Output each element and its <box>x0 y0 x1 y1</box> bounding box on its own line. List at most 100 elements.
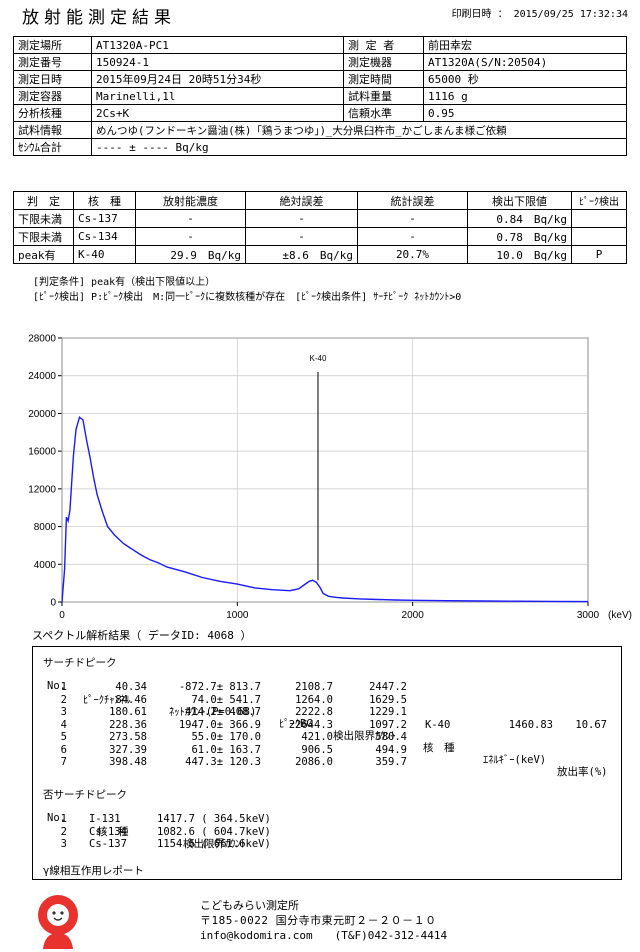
peak-channel: 40.34 <box>115 681 147 693</box>
header-cell: 核 種 <box>73 191 136 210</box>
table-row: 2 84.46 74.0± 541.7 1264.0 1629.5 <box>33 694 621 708</box>
info-label: 分析核種 <box>13 104 92 122</box>
search-header-row: No. ﾋﾟｰｸﾁｬﾝﾈﾙ ﾈｯﾄｶｳﾝﾄ(P=0.68) ﾋﾟｰｸBG 検出限… <box>33 668 621 778</box>
header-cell: No. <box>47 680 66 692</box>
detection-limit-count: 580.4 <box>375 731 407 743</box>
abs-error-cell: - <box>245 209 358 228</box>
concentration-cell: - <box>135 209 246 228</box>
peak-cell: P <box>571 245 627 264</box>
info-label: 測定番号 <box>13 53 92 71</box>
detection-limit-count: 494.9 <box>375 743 407 756</box>
peak-no: 2 <box>60 825 67 838</box>
header-cell: 検出限界ｶｳﾝﾄ <box>333 730 396 742</box>
net-count: 1947.0± 366.9 <box>178 718 261 731</box>
page-title: 放射能測定結果 <box>22 8 176 28</box>
peak-no: 5 <box>60 731 67 743</box>
annotation-label: K-40 <box>310 354 327 363</box>
nuclide-cell: K-40 <box>73 245 136 264</box>
peak-channel: 398.48 <box>109 756 147 768</box>
emission-rate: 10.67 <box>575 718 607 731</box>
table-row: 1 40.34 -872.7± 813.7 2108.7 2447.2 <box>33 681 621 695</box>
info-label: 測定時間 <box>343 70 424 88</box>
peak-bg: 1264.0 <box>295 693 333 706</box>
y-tick-label: 12000 <box>28 484 56 495</box>
header-cell: 判 定 <box>13 191 74 210</box>
detection-limit-cell: 0.84 Bq/kg <box>467 209 572 228</box>
info-value: 0.95 <box>423 104 627 122</box>
cesium-label: ｾｼｳﾑ合計 <box>13 138 92 156</box>
y-tick-label: 28000 <box>28 334 56 345</box>
info-value: 前田幸宏 <box>423 36 627 54</box>
peak-cell <box>571 209 627 228</box>
peak-bg: 2108.7 <box>295 681 333 693</box>
abs-error-cell: - <box>245 227 358 246</box>
peak-no: 1 <box>60 813 67 825</box>
header-cell: ﾋﾟｰｸBG <box>279 718 313 730</box>
cesium-value: ---- ± ---- Bq/kg <box>91 138 627 156</box>
info-label: 試料重量 <box>343 87 424 105</box>
nuclide-cell: Cs-134 <box>73 227 136 246</box>
header-cell: 放射能濃度 <box>135 191 246 210</box>
table-row: 6 327.39 61.0± 163.7 906.5 494.9 <box>33 744 621 758</box>
nonsearch-peak-title: 否サーチドピーク <box>43 789 127 801</box>
info-value: AT1320A(S/N:20504) <box>423 53 627 71</box>
nuclide: I-131 <box>89 813 121 825</box>
spectrum-results-box: サーチドピーク No. ﾋﾟｰｸﾁｬﾝﾈﾙ ﾈｯﾄｶｳﾝﾄ(P=0.68) ﾋﾟ… <box>32 646 622 880</box>
logo-icon <box>38 895 78 949</box>
peak-channel: 327.39 <box>109 743 147 756</box>
info-value: 150924-1 <box>91 53 344 71</box>
detection-limit-count: 1154.6 ( 661.6keV) <box>157 838 271 850</box>
sample-value: めんつゆ(フンドーキン醤油(株)「鶏うまつゆ」)_大分県臼杵市_かごしまんま様ご… <box>91 121 627 139</box>
stat-error-cell: - <box>357 227 468 246</box>
peak-no: 2 <box>60 693 67 706</box>
x-tick-label: 0 <box>59 610 65 621</box>
peak-no: 3 <box>60 706 67 718</box>
table-row: 2 Cs-134 1082.6 ( 604.7keV) <box>33 826 621 840</box>
header-cell: 検出限界ｶｳﾝﾄ <box>183 838 246 850</box>
info-value: 1116 g <box>423 87 627 105</box>
nonsearch-header-row: No. 核 種 検出限界ｶｳﾝﾄ <box>33 800 621 850</box>
header-cell: ﾈｯﾄｶｳﾝﾄ(P=0.68) <box>169 706 257 718</box>
plot-frame <box>61 337 589 603</box>
info-value: 2Cs+K <box>91 104 344 122</box>
detection-limit-count: 1417.7 ( 364.5keV) <box>157 813 271 825</box>
info-label: 測定容器 <box>13 87 92 105</box>
y-tick-label: 20000 <box>28 409 56 420</box>
info-row: ｾｼｳﾑ合計 ---- ± ---- Bq/kg <box>13 138 627 156</box>
table-row: 7 398.48 447.3± 120.3 2086.0 359.7 <box>33 756 621 770</box>
peak-channel: 228.36 <box>109 718 147 731</box>
detection-limit-cell: 0.78 Bq/kg <box>467 227 572 246</box>
concentration-cell: - <box>135 227 246 246</box>
spectrum-line <box>61 415 589 603</box>
y-tick-label: 8000 <box>34 522 57 533</box>
info-label: 測 定 者 <box>343 36 424 54</box>
detection-limit-count: 359.7 <box>375 756 407 768</box>
header-cell: 検出下限値 <box>467 191 572 210</box>
info-value: AT1320A-PC1 <box>91 36 344 54</box>
info-table: 測定場所 AT1320A-PC1 測 定 者前田幸宏 測定番号 150924-1 測定機… <box>13 36 627 156</box>
gamma-report-title: γ線相互作用レポート <box>43 865 144 877</box>
peak-bg: 22644.3 <box>288 718 333 731</box>
stat-error-cell: - <box>357 209 468 228</box>
peak-no: 6 <box>60 743 67 756</box>
info-value: 2015年09月24日 20時51分34秒 <box>91 70 344 88</box>
header-cell: ﾋﾟｰｸ検出 <box>571 191 627 210</box>
info-row: 測定番号 150924-1 測定機器 AT1320A(S/N:20504) <box>13 53 627 71</box>
nuclide-cell: Cs-137 <box>73 209 136 228</box>
info-row: 分析核種 2Cs+K 信頼水準 0.95 <box>13 104 627 122</box>
results-header-row: 判 定 核 種 放射能濃度 絶対誤差 統計誤差 検出下限値 ﾋﾟｰｸ検出 <box>13 191 627 210</box>
net-count: 414.2± 408.7 <box>185 706 261 718</box>
peak-bg: 2086.0 <box>295 756 333 768</box>
peak-bg: 2222.8 <box>295 706 333 718</box>
energy: 1460.83 <box>508 718 553 731</box>
header-cell: 統計誤差 <box>357 191 468 210</box>
info-label: 測定場所 <box>13 36 92 54</box>
info-value: Marinelli,1l <box>91 87 344 105</box>
detection-limit-count: 2447.2 <box>369 681 407 693</box>
table-row: 4 228.36 1947.0± 366.9 22644.3 1097.2 K-40 146… <box>33 719 621 733</box>
spectrum-title: スペクトル解析結果（ データID: 4068 ） <box>32 629 252 642</box>
y-tick-label: 4000 <box>34 560 57 571</box>
results-table: 判 定 核 種 放射能濃度 絶対誤差 統計誤差 検出下限値 ﾋﾟｰｸ検出 下限未… <box>13 191 627 264</box>
detection-limit-count: 1629.5 <box>369 693 407 706</box>
info-label: 測定機器 <box>343 53 424 71</box>
